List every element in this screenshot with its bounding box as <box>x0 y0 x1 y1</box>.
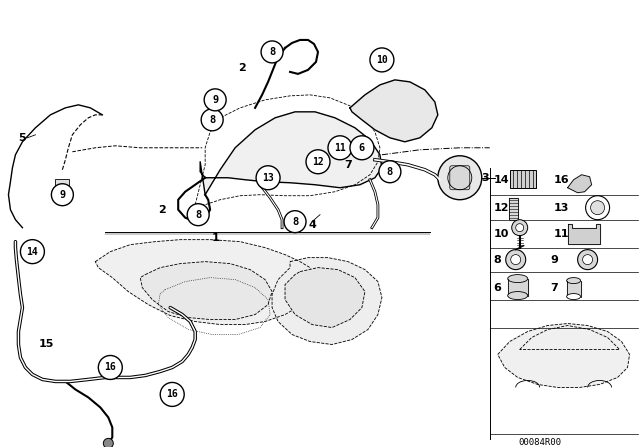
Text: 9: 9 <box>60 190 65 200</box>
Text: 10: 10 <box>493 228 509 239</box>
Polygon shape <box>350 80 438 142</box>
Polygon shape <box>508 279 528 296</box>
Circle shape <box>328 136 352 160</box>
Polygon shape <box>272 258 382 345</box>
Text: 2: 2 <box>238 63 246 73</box>
Text: 8: 8 <box>195 210 202 220</box>
Ellipse shape <box>508 275 528 283</box>
Text: 8: 8 <box>209 115 215 125</box>
Circle shape <box>506 250 525 270</box>
Text: 3: 3 <box>482 173 490 183</box>
Circle shape <box>516 224 524 232</box>
Text: 15: 15 <box>38 340 54 349</box>
Circle shape <box>204 89 226 111</box>
Circle shape <box>512 220 528 236</box>
Circle shape <box>187 204 209 226</box>
Text: 11: 11 <box>334 143 346 153</box>
Text: 2: 2 <box>158 205 166 215</box>
Text: 5: 5 <box>18 133 26 143</box>
Circle shape <box>103 438 113 448</box>
Circle shape <box>578 250 598 270</box>
Polygon shape <box>498 323 630 388</box>
Text: 12: 12 <box>493 202 509 213</box>
Polygon shape <box>140 262 272 319</box>
Circle shape <box>511 254 521 265</box>
Text: 13: 13 <box>262 173 274 183</box>
Text: 1: 1 <box>211 233 219 243</box>
Text: 14: 14 <box>493 175 509 185</box>
Text: 9: 9 <box>212 95 218 105</box>
FancyBboxPatch shape <box>509 170 536 188</box>
Text: 9: 9 <box>550 254 559 265</box>
Circle shape <box>261 41 283 63</box>
Ellipse shape <box>566 293 580 300</box>
Circle shape <box>306 150 330 174</box>
Polygon shape <box>568 175 591 193</box>
Polygon shape <box>566 280 580 293</box>
FancyBboxPatch shape <box>56 179 69 191</box>
Circle shape <box>256 166 280 190</box>
Circle shape <box>350 136 374 160</box>
Text: 14: 14 <box>26 247 38 257</box>
Text: 00084R00: 00084R00 <box>518 438 561 447</box>
Polygon shape <box>568 224 600 244</box>
Text: 7: 7 <box>550 283 559 293</box>
Circle shape <box>20 240 44 263</box>
Polygon shape <box>509 198 518 220</box>
Text: 10: 10 <box>376 55 388 65</box>
Circle shape <box>379 161 401 183</box>
Text: 16: 16 <box>166 389 178 400</box>
FancyBboxPatch shape <box>450 166 470 190</box>
Ellipse shape <box>508 292 528 300</box>
Polygon shape <box>95 240 315 324</box>
Text: 16: 16 <box>104 362 116 372</box>
Text: 16: 16 <box>554 175 570 185</box>
Circle shape <box>160 383 184 406</box>
Circle shape <box>201 109 223 131</box>
Text: 8: 8 <box>292 217 298 227</box>
Circle shape <box>582 254 593 265</box>
Text: 13: 13 <box>554 202 569 213</box>
Ellipse shape <box>566 278 580 284</box>
Text: 11: 11 <box>554 228 569 239</box>
Circle shape <box>370 48 394 72</box>
Text: 8: 8 <box>493 254 502 265</box>
Text: 6: 6 <box>493 283 502 293</box>
Text: 8: 8 <box>269 47 275 57</box>
Circle shape <box>51 184 74 206</box>
Circle shape <box>99 355 122 379</box>
Circle shape <box>438 156 482 200</box>
Text: 6: 6 <box>359 143 365 153</box>
Circle shape <box>591 201 605 215</box>
Polygon shape <box>200 112 382 195</box>
Text: 8: 8 <box>387 167 393 177</box>
Circle shape <box>284 211 306 233</box>
Text: 4: 4 <box>308 220 316 230</box>
Text: 7: 7 <box>344 160 352 170</box>
Polygon shape <box>285 267 365 327</box>
Text: 12: 12 <box>312 157 324 167</box>
